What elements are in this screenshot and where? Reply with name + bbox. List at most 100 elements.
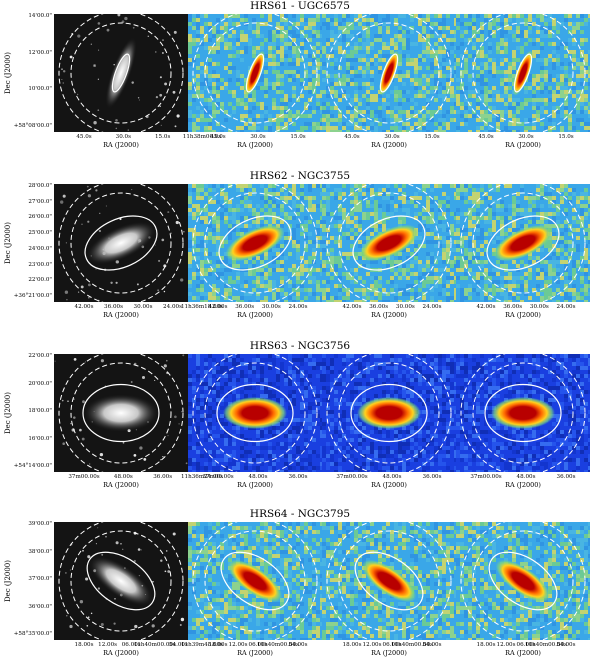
star <box>115 119 118 122</box>
x-tick-label: 30.00s <box>134 304 153 310</box>
star <box>122 549 123 550</box>
star <box>101 623 104 626</box>
panel-map-3 <box>456 522 590 640</box>
star <box>100 453 103 456</box>
star <box>114 598 116 600</box>
row-title: HRS64 - NGC3795 <box>0 508 600 520</box>
star <box>157 289 158 290</box>
panel-optical <box>54 184 188 302</box>
star <box>148 36 149 37</box>
x-axis-label: RA (J2000) <box>103 649 139 657</box>
x-tick-label: 45.0s <box>478 134 493 140</box>
x-axis-label: RA (J2000) <box>103 481 139 489</box>
star <box>67 400 69 402</box>
star <box>93 121 96 124</box>
star <box>131 189 132 190</box>
y-axis-label: Dec (J2000) <box>2 184 14 302</box>
x-tick-label: 24.00s <box>289 304 308 310</box>
star <box>66 242 67 243</box>
star <box>82 550 84 552</box>
x-tick-label: 54.00s <box>423 642 442 648</box>
star <box>143 458 146 461</box>
optical-image <box>54 184 188 302</box>
x-tick-label: 48.00s <box>517 474 536 480</box>
panel-map-3 <box>456 184 590 302</box>
star <box>139 99 140 100</box>
star <box>98 79 99 80</box>
panel-map-3 <box>456 14 590 132</box>
optical-image <box>54 522 188 640</box>
star <box>177 114 180 117</box>
star <box>77 35 80 38</box>
star <box>160 559 162 561</box>
x-axis-label: RA (J2000) <box>505 649 541 657</box>
x-tick-label: 36.00s <box>557 474 576 480</box>
star <box>61 79 62 80</box>
star <box>88 283 91 286</box>
star <box>105 536 107 538</box>
panel-optical <box>54 14 188 132</box>
y-tick-label: 20'00.0" <box>28 381 52 387</box>
x-tick-label: 36.00s <box>289 474 308 480</box>
star <box>139 446 142 449</box>
star <box>88 616 90 618</box>
star <box>97 527 98 528</box>
x-tick-label: 24.00s <box>163 304 182 310</box>
y-tick-label: 22'00.0" <box>28 353 52 359</box>
star <box>176 221 179 224</box>
star <box>154 380 155 381</box>
star <box>168 435 169 436</box>
star <box>62 400 64 402</box>
x-axis-label: RA (J2000) <box>371 311 407 319</box>
x-tick-label: 30.0s <box>250 134 265 140</box>
galaxy <box>83 394 159 432</box>
star <box>99 213 100 214</box>
star <box>81 285 84 288</box>
emission-map <box>456 184 590 302</box>
y-tick-label: 37'00.0" <box>28 576 52 582</box>
star <box>70 423 71 424</box>
star <box>99 230 101 232</box>
y-tick-label: 18'00.0" <box>28 408 52 414</box>
star <box>158 260 160 262</box>
star <box>87 555 90 558</box>
star <box>79 429 82 432</box>
y-tick-label: 28'00.0" <box>28 183 52 189</box>
star <box>98 22 101 25</box>
emission-map <box>322 522 456 640</box>
star <box>77 94 78 95</box>
emission-map <box>322 14 456 132</box>
star <box>63 195 66 198</box>
row-title: HRS62 - NGC3755 <box>0 170 600 182</box>
x-tick-label: 18.00s <box>343 642 362 648</box>
star <box>182 354 184 356</box>
x-tick-label: 54.00s <box>289 642 308 648</box>
row-title: HRS63 - NGC3756 <box>0 340 600 352</box>
star <box>89 463 90 464</box>
y-tick-label: 27'00.0" <box>28 199 52 205</box>
star <box>73 416 76 419</box>
x-tick-label: 36.00s <box>423 474 442 480</box>
panel-map-1 <box>188 522 322 640</box>
optical-image <box>54 14 188 132</box>
y-tick-label: 25'00.0" <box>28 230 52 236</box>
panel-map-2 <box>322 184 456 302</box>
x-axis-label: RA (J2000) <box>237 649 273 657</box>
star <box>181 411 182 412</box>
star <box>173 91 176 94</box>
star <box>183 231 184 232</box>
star <box>180 278 183 281</box>
panel-map-3 <box>456 354 590 472</box>
star <box>152 624 155 627</box>
star <box>70 56 73 59</box>
x-axis-label: RA (J2000) <box>237 311 273 319</box>
star <box>66 615 67 616</box>
star <box>181 618 184 621</box>
x-tick-label: 24.00s <box>557 304 576 310</box>
panel-map-2 <box>322 14 456 132</box>
x-axis-label: RA (J2000) <box>505 141 541 149</box>
x-tick-label: 48.00s <box>383 474 402 480</box>
x-tick-label: 18.00s <box>209 642 228 648</box>
star <box>88 194 91 197</box>
star <box>124 17 127 20</box>
